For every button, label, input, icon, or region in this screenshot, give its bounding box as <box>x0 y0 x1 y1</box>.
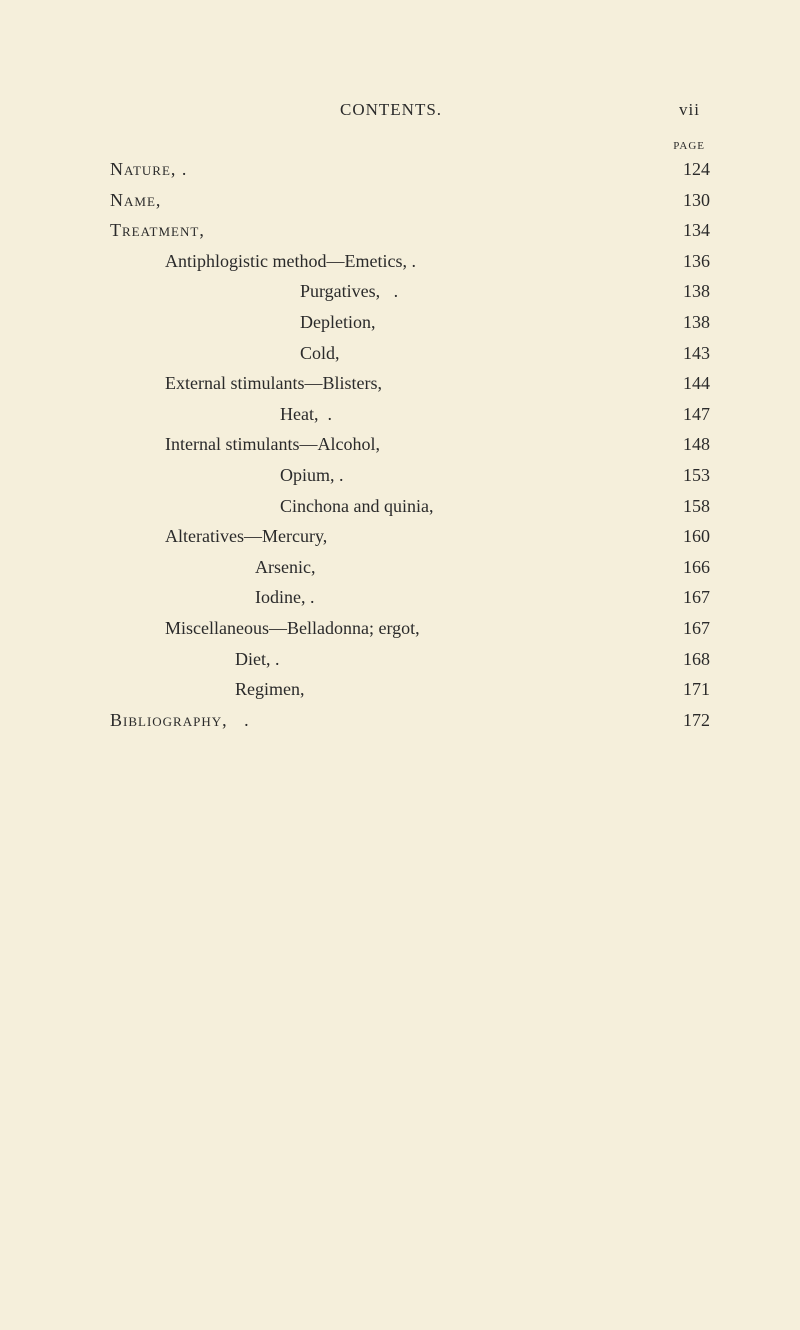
toc-label: Name, <box>110 185 161 216</box>
toc-label: Bibliography, . <box>110 705 250 736</box>
toc-entry: External stimulants—Blisters, 144 <box>110 368 710 399</box>
toc-page-number: 136 <box>670 246 710 277</box>
toc-entry: Purgatives, . 138 <box>110 276 710 307</box>
toc-page-number: 171 <box>670 674 710 705</box>
page-container: CONTENTS. vii PAGE Nature, .124Name,130T… <box>0 0 800 735</box>
header-title: CONTENTS. <box>340 100 442 120</box>
toc-label: Cold, <box>110 338 340 369</box>
toc-label: Iodine, . <box>110 582 314 613</box>
toc-page-number: 134 <box>670 215 710 246</box>
toc-entry: Regimen, 171 <box>110 674 710 705</box>
toc-entry: Diet, . 168 <box>110 644 710 675</box>
toc-label: Heat, . <box>110 399 332 430</box>
table-of-contents: Nature, .124Name,130Treatment,134Antiphl… <box>110 154 710 735</box>
page-column-label: PAGE <box>110 140 705 152</box>
toc-page-number: 172 <box>670 705 710 736</box>
toc-entry: Miscellaneous—Belladonna; ergot, 167 <box>110 613 710 644</box>
toc-label: Cinchona and quinia, <box>110 491 433 522</box>
toc-entry: Name, 130 <box>110 185 710 216</box>
toc-label: Nature, . <box>110 154 187 185</box>
toc-page-number: 130 <box>670 185 710 216</box>
toc-label: Antiphlogistic method—Emetics, . <box>110 246 416 277</box>
toc-entry: Cinchona and quinia, 158 <box>110 491 710 522</box>
toc-entry: Opium, . 153 <box>110 460 710 491</box>
toc-page-number: 160 <box>670 521 710 552</box>
toc-page-number: 167 <box>670 582 710 613</box>
toc-entry: Arsenic, 166 <box>110 552 710 583</box>
toc-page-number: 138 <box>670 276 710 307</box>
toc-page-number: 158 <box>670 491 710 522</box>
toc-entry: Antiphlogistic method—Emetics, . 136 <box>110 246 710 277</box>
toc-page-number: 147 <box>670 399 710 430</box>
header-page-number: vii <box>679 100 700 120</box>
toc-label: Internal stimulants—Alcohol, <box>110 429 380 460</box>
toc-page-number: 124 <box>670 154 710 185</box>
toc-label: Treatment, <box>110 215 205 246</box>
toc-entry: Alteratives—Mercury, 160 <box>110 521 710 552</box>
toc-page-number: 168 <box>670 644 710 675</box>
toc-label: Alteratives—Mercury, <box>110 521 327 552</box>
toc-page-number: 148 <box>670 429 710 460</box>
toc-label: Diet, . <box>110 644 280 675</box>
toc-page-number: 143 <box>670 338 710 369</box>
page-header: CONTENTS. vii <box>110 100 710 120</box>
toc-entry: Bibliography, . 172 <box>110 705 710 736</box>
toc-label: Depletion, <box>110 307 375 338</box>
toc-label: Purgatives, . <box>110 276 398 307</box>
toc-entry: Iodine, . 167 <box>110 582 710 613</box>
toc-entry: Internal stimulants—Alcohol, 148 <box>110 429 710 460</box>
toc-page-number: 153 <box>670 460 710 491</box>
toc-label: Regimen, <box>110 674 305 705</box>
toc-label: Miscellaneous—Belladonna; ergot, <box>110 613 420 644</box>
toc-page-number: 144 <box>670 368 710 399</box>
toc-entry: Cold, 143 <box>110 338 710 369</box>
toc-label: Opium, . <box>110 460 344 491</box>
toc-entry: Nature, . 124 <box>110 154 710 185</box>
toc-page-number: 167 <box>670 613 710 644</box>
toc-entry: Depletion, 138 <box>110 307 710 338</box>
toc-entry: Treatment, 134 <box>110 215 710 246</box>
toc-label: Arsenic, <box>110 552 315 583</box>
toc-entry: Heat, . 147 <box>110 399 710 430</box>
toc-page-number: 166 <box>670 552 710 583</box>
toc-label: External stimulants—Blisters, <box>110 368 382 399</box>
toc-page-number: 138 <box>670 307 710 338</box>
